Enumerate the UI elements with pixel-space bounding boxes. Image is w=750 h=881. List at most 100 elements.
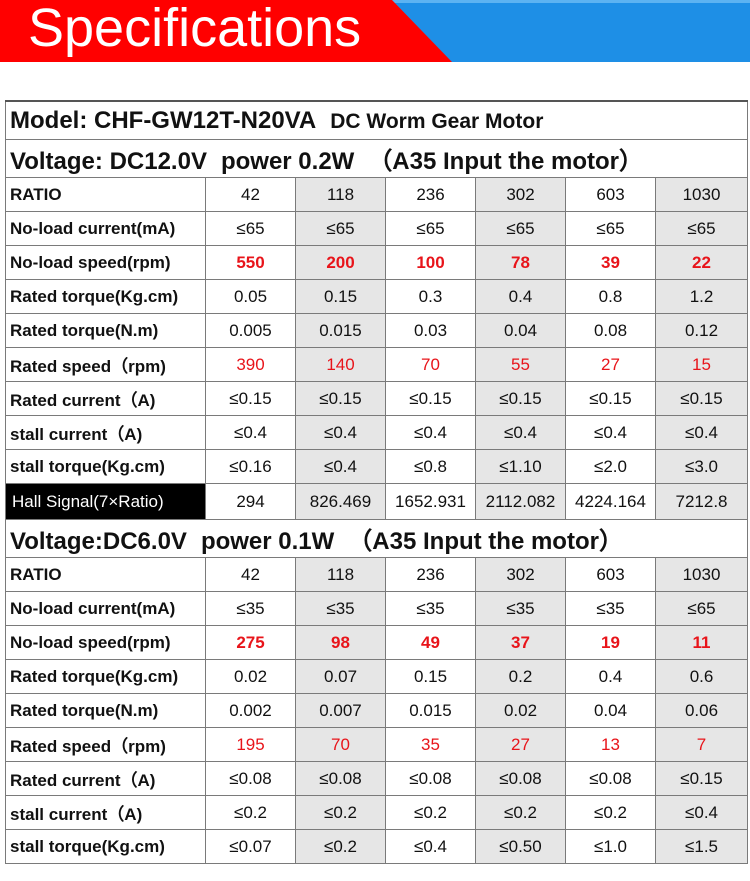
value-cell: 550 bbox=[205, 245, 296, 280]
spec-row-stall-current-a: stall current（A) ≤0.2 ≤0.2 ≤0.2 ≤0.2 ≤0.2 ≤0.4 bbox=[5, 795, 749, 830]
value-cell: ≤35 bbox=[385, 591, 476, 626]
value-cell: 42 bbox=[205, 177, 296, 212]
header-banner: Specifications bbox=[0, 0, 750, 62]
value-cell: ≤65 bbox=[654, 591, 749, 626]
spec-row-ratio: RATIO 42 118 236 302 603 1030 bbox=[5, 177, 749, 212]
value-cell: ≤0.15 bbox=[475, 381, 566, 416]
spec-row-rated-torque-n-m: Rated torque(N.m) 0.005 0.015 0.03 0.04 0.08 0… bbox=[5, 313, 749, 348]
value-cell: ≤65 bbox=[385, 211, 476, 246]
voltage-row: Voltage:DC6.0V power 0.1W （A35 Input the m… bbox=[4, 519, 749, 558]
value-cell: 37 bbox=[475, 625, 566, 660]
hall-value-cell: 826.469 bbox=[295, 483, 386, 520]
value-cell: ≤0.15 bbox=[295, 381, 386, 416]
hall-signal-label: Hall Signal(7×Ratio) bbox=[5, 483, 206, 520]
value-cell: 0.02 bbox=[475, 693, 566, 728]
value-cell: 0.15 bbox=[295, 279, 386, 314]
value-cell: 0.07 bbox=[295, 659, 386, 694]
value-cell: 603 bbox=[565, 557, 656, 592]
hall-signal-row: Hall Signal(7×Ratio) 294 826.469 1652.931 21… bbox=[5, 483, 749, 520]
value-cell: ≤3.0 bbox=[654, 449, 749, 484]
value-cell: ≤0.15 bbox=[205, 381, 296, 416]
row-label: RATIO bbox=[5, 177, 206, 212]
row-label: No-load current(mA) bbox=[5, 211, 206, 246]
hall-value-cell: 294 bbox=[205, 483, 296, 520]
value-cell: ≤0.15 bbox=[654, 761, 749, 796]
value-cell: 0.015 bbox=[295, 313, 386, 348]
row-label: Rated torque(N.m) bbox=[5, 313, 206, 348]
value-cell: ≤0.4 bbox=[385, 829, 476, 864]
row-label: Rated current（A) bbox=[5, 761, 206, 796]
value-cell: ≤0.4 bbox=[654, 795, 749, 830]
value-cell: ≤0.16 bbox=[205, 449, 296, 484]
value-cell: 100 bbox=[385, 245, 476, 280]
value-cell: ≤35 bbox=[295, 591, 386, 626]
value-cell: ≤0.8 bbox=[385, 449, 476, 484]
spec-sheet: Model: CHF-GW12T-N20VA DC Worm Gear Motor… bbox=[4, 100, 749, 864]
value-cell: 27 bbox=[475, 727, 566, 762]
value-cell: 0.002 bbox=[205, 693, 296, 728]
value-cell: 603 bbox=[565, 177, 656, 212]
value-cell: 275 bbox=[205, 625, 296, 660]
model-row: Model: CHF-GW12T-N20VA DC Worm Gear Motor bbox=[4, 100, 749, 140]
value-cell: ≤0.08 bbox=[565, 761, 656, 796]
row-label: stall torque(Kg.cm) bbox=[5, 829, 206, 864]
value-cell: ≤0.2 bbox=[295, 829, 386, 864]
value-cell: ≤35 bbox=[475, 591, 566, 626]
spec-row-no-load-speed-rpm: No-load speed(rpm) 550 200 100 78 39 22 bbox=[5, 245, 749, 280]
value-cell: ≤65 bbox=[205, 211, 296, 246]
value-cell: ≤0.4 bbox=[295, 415, 386, 450]
power-label: power 0.2W bbox=[220, 148, 355, 175]
hall-value-cell: 4224.164 bbox=[565, 483, 656, 520]
value-cell: 0.6 bbox=[654, 659, 749, 694]
spec-row-rated-current-a: Rated current（A) ≤0.15 ≤0.15 ≤0.15 ≤0.15 ≤0.1… bbox=[5, 381, 749, 416]
value-cell: 1030 bbox=[654, 557, 749, 592]
value-cell: 70 bbox=[295, 727, 386, 762]
value-cell: 15 bbox=[654, 347, 749, 382]
value-cell: 78 bbox=[475, 245, 566, 280]
value-cell: 98 bbox=[295, 625, 386, 660]
spec-row-no-load-speed-rpm: No-load speed(rpm) 275 98 49 37 19 11 bbox=[5, 625, 749, 660]
row-label: stall current（A) bbox=[5, 795, 206, 830]
voltage-label: Voltage: DC12.0V bbox=[10, 148, 207, 175]
value-cell: 140 bbox=[295, 347, 386, 382]
value-cell: 39 bbox=[565, 245, 656, 280]
value-cell: ≤1.10 bbox=[475, 449, 566, 484]
hall-value-cell: 7212.8 bbox=[654, 483, 749, 520]
voltage-row: Voltage: DC12.0V power 0.2W （A35 Input the… bbox=[4, 139, 749, 178]
spec-row-rated-speed-rpm: Rated speed（rpm) 390 140 70 55 27 15 bbox=[5, 347, 749, 382]
value-cell: ≤0.4 bbox=[385, 415, 476, 450]
row-label: No-load speed(rpm) bbox=[5, 625, 206, 660]
value-cell: 0.3 bbox=[385, 279, 476, 314]
hall-value-cell: 1652.931 bbox=[385, 483, 476, 520]
value-cell: ≤0.4 bbox=[475, 415, 566, 450]
value-cell: ≤0.50 bbox=[475, 829, 566, 864]
value-cell: ≤65 bbox=[565, 211, 656, 246]
value-cell: 11 bbox=[654, 625, 749, 660]
spec-row-no-load-current-ma: No-load current(mA) ≤35 ≤35 ≤35 ≤35 ≤35 ≤65 bbox=[5, 591, 749, 626]
motor-type: DC Worm Gear Motor bbox=[330, 109, 544, 133]
value-cell: ≤35 bbox=[205, 591, 296, 626]
page-title: Specifications bbox=[28, 0, 362, 58]
value-cell: 27 bbox=[565, 347, 656, 382]
row-label: No-load speed(rpm) bbox=[5, 245, 206, 280]
value-cell: ≤1.0 bbox=[565, 829, 656, 864]
row-label: Rated speed（rpm) bbox=[5, 727, 206, 762]
value-cell: 0.15 bbox=[385, 659, 476, 694]
spec-row-no-load-current-ma: No-load current(mA) ≤65 ≤65 ≤65 ≤65 ≤65 ≤65 bbox=[5, 211, 749, 246]
row-label: stall current（A) bbox=[5, 415, 206, 450]
value-cell: 0.02 bbox=[205, 659, 296, 694]
value-cell: 0.08 bbox=[565, 313, 656, 348]
spec-row-rated-speed-rpm: Rated speed（rpm) 195 70 35 27 13 7 bbox=[5, 727, 749, 762]
value-cell: 1.2 bbox=[654, 279, 749, 314]
value-cell: ≤0.4 bbox=[205, 415, 296, 450]
value-cell: ≤0.08 bbox=[205, 761, 296, 796]
value-cell: 302 bbox=[475, 557, 566, 592]
value-cell: ≤65 bbox=[475, 211, 566, 246]
value-cell: 7 bbox=[654, 727, 749, 762]
value-cell: ≤0.4 bbox=[654, 415, 749, 450]
row-label: Rated torque(N.m) bbox=[5, 693, 206, 728]
value-cell: 42 bbox=[205, 557, 296, 592]
value-cell: 0.4 bbox=[565, 659, 656, 694]
value-cell: 49 bbox=[385, 625, 476, 660]
value-cell: 0.2 bbox=[475, 659, 566, 694]
